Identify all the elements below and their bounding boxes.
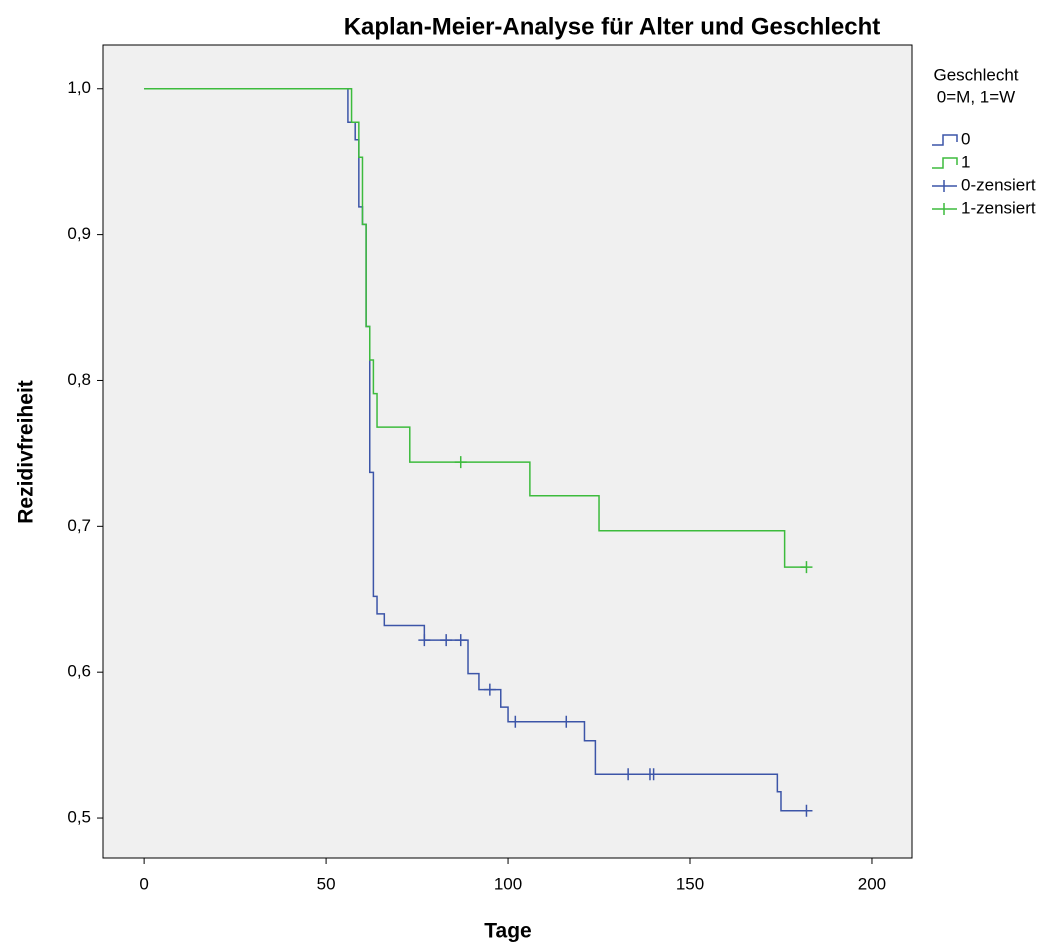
plot-area bbox=[102, 44, 913, 859]
censor-mark bbox=[454, 634, 467, 647]
x-axis-label: Tage bbox=[484, 920, 531, 943]
legend-symbol bbox=[932, 180, 957, 192]
censor-mark bbox=[622, 768, 635, 781]
censor-mark bbox=[560, 715, 573, 728]
censor-mark bbox=[800, 561, 813, 574]
survival-line bbox=[144, 88, 807, 812]
legend-symbol bbox=[932, 203, 957, 215]
legend-symbol bbox=[932, 157, 958, 169]
y-tick-label: 0,8 bbox=[67, 370, 91, 389]
x-tick-label: 50 bbox=[317, 874, 336, 893]
censor-mark bbox=[647, 768, 660, 781]
x-tick-label: 150 bbox=[676, 874, 704, 893]
legend-title: Geschlecht bbox=[933, 65, 1018, 84]
legend-label: 0 bbox=[961, 129, 970, 148]
censor-mark bbox=[800, 804, 813, 817]
x-tick-label: 100 bbox=[494, 874, 522, 893]
censor-mark bbox=[454, 456, 467, 469]
survival-line bbox=[144, 88, 807, 568]
y-axis-label: Rezidivfreiheit bbox=[15, 380, 38, 524]
legend-label: 1-zensiert bbox=[961, 198, 1036, 217]
y-tick-label: 0,9 bbox=[67, 224, 91, 243]
censor-mark bbox=[509, 715, 522, 728]
censor-mark bbox=[483, 683, 496, 696]
chart-title: Kaplan-Meier-Analyse für Alter und Gesch… bbox=[344, 13, 881, 40]
legend-symbol bbox=[932, 134, 958, 146]
y-tick-label: 0,6 bbox=[67, 662, 91, 681]
censor-mark bbox=[418, 634, 431, 647]
x-tick-label: 200 bbox=[858, 874, 886, 893]
y-tick-label: 0,7 bbox=[67, 516, 91, 535]
legend-label: 1 bbox=[961, 152, 970, 171]
x-tick-label: 0 bbox=[139, 874, 148, 893]
y-tick-label: 1,0 bbox=[67, 78, 91, 97]
y-tick-label: 0,5 bbox=[67, 808, 91, 827]
legend-label: 0-zensiert bbox=[961, 175, 1036, 194]
censor-mark bbox=[440, 634, 453, 647]
legend-title: 0=M, 1=W bbox=[937, 87, 1015, 106]
